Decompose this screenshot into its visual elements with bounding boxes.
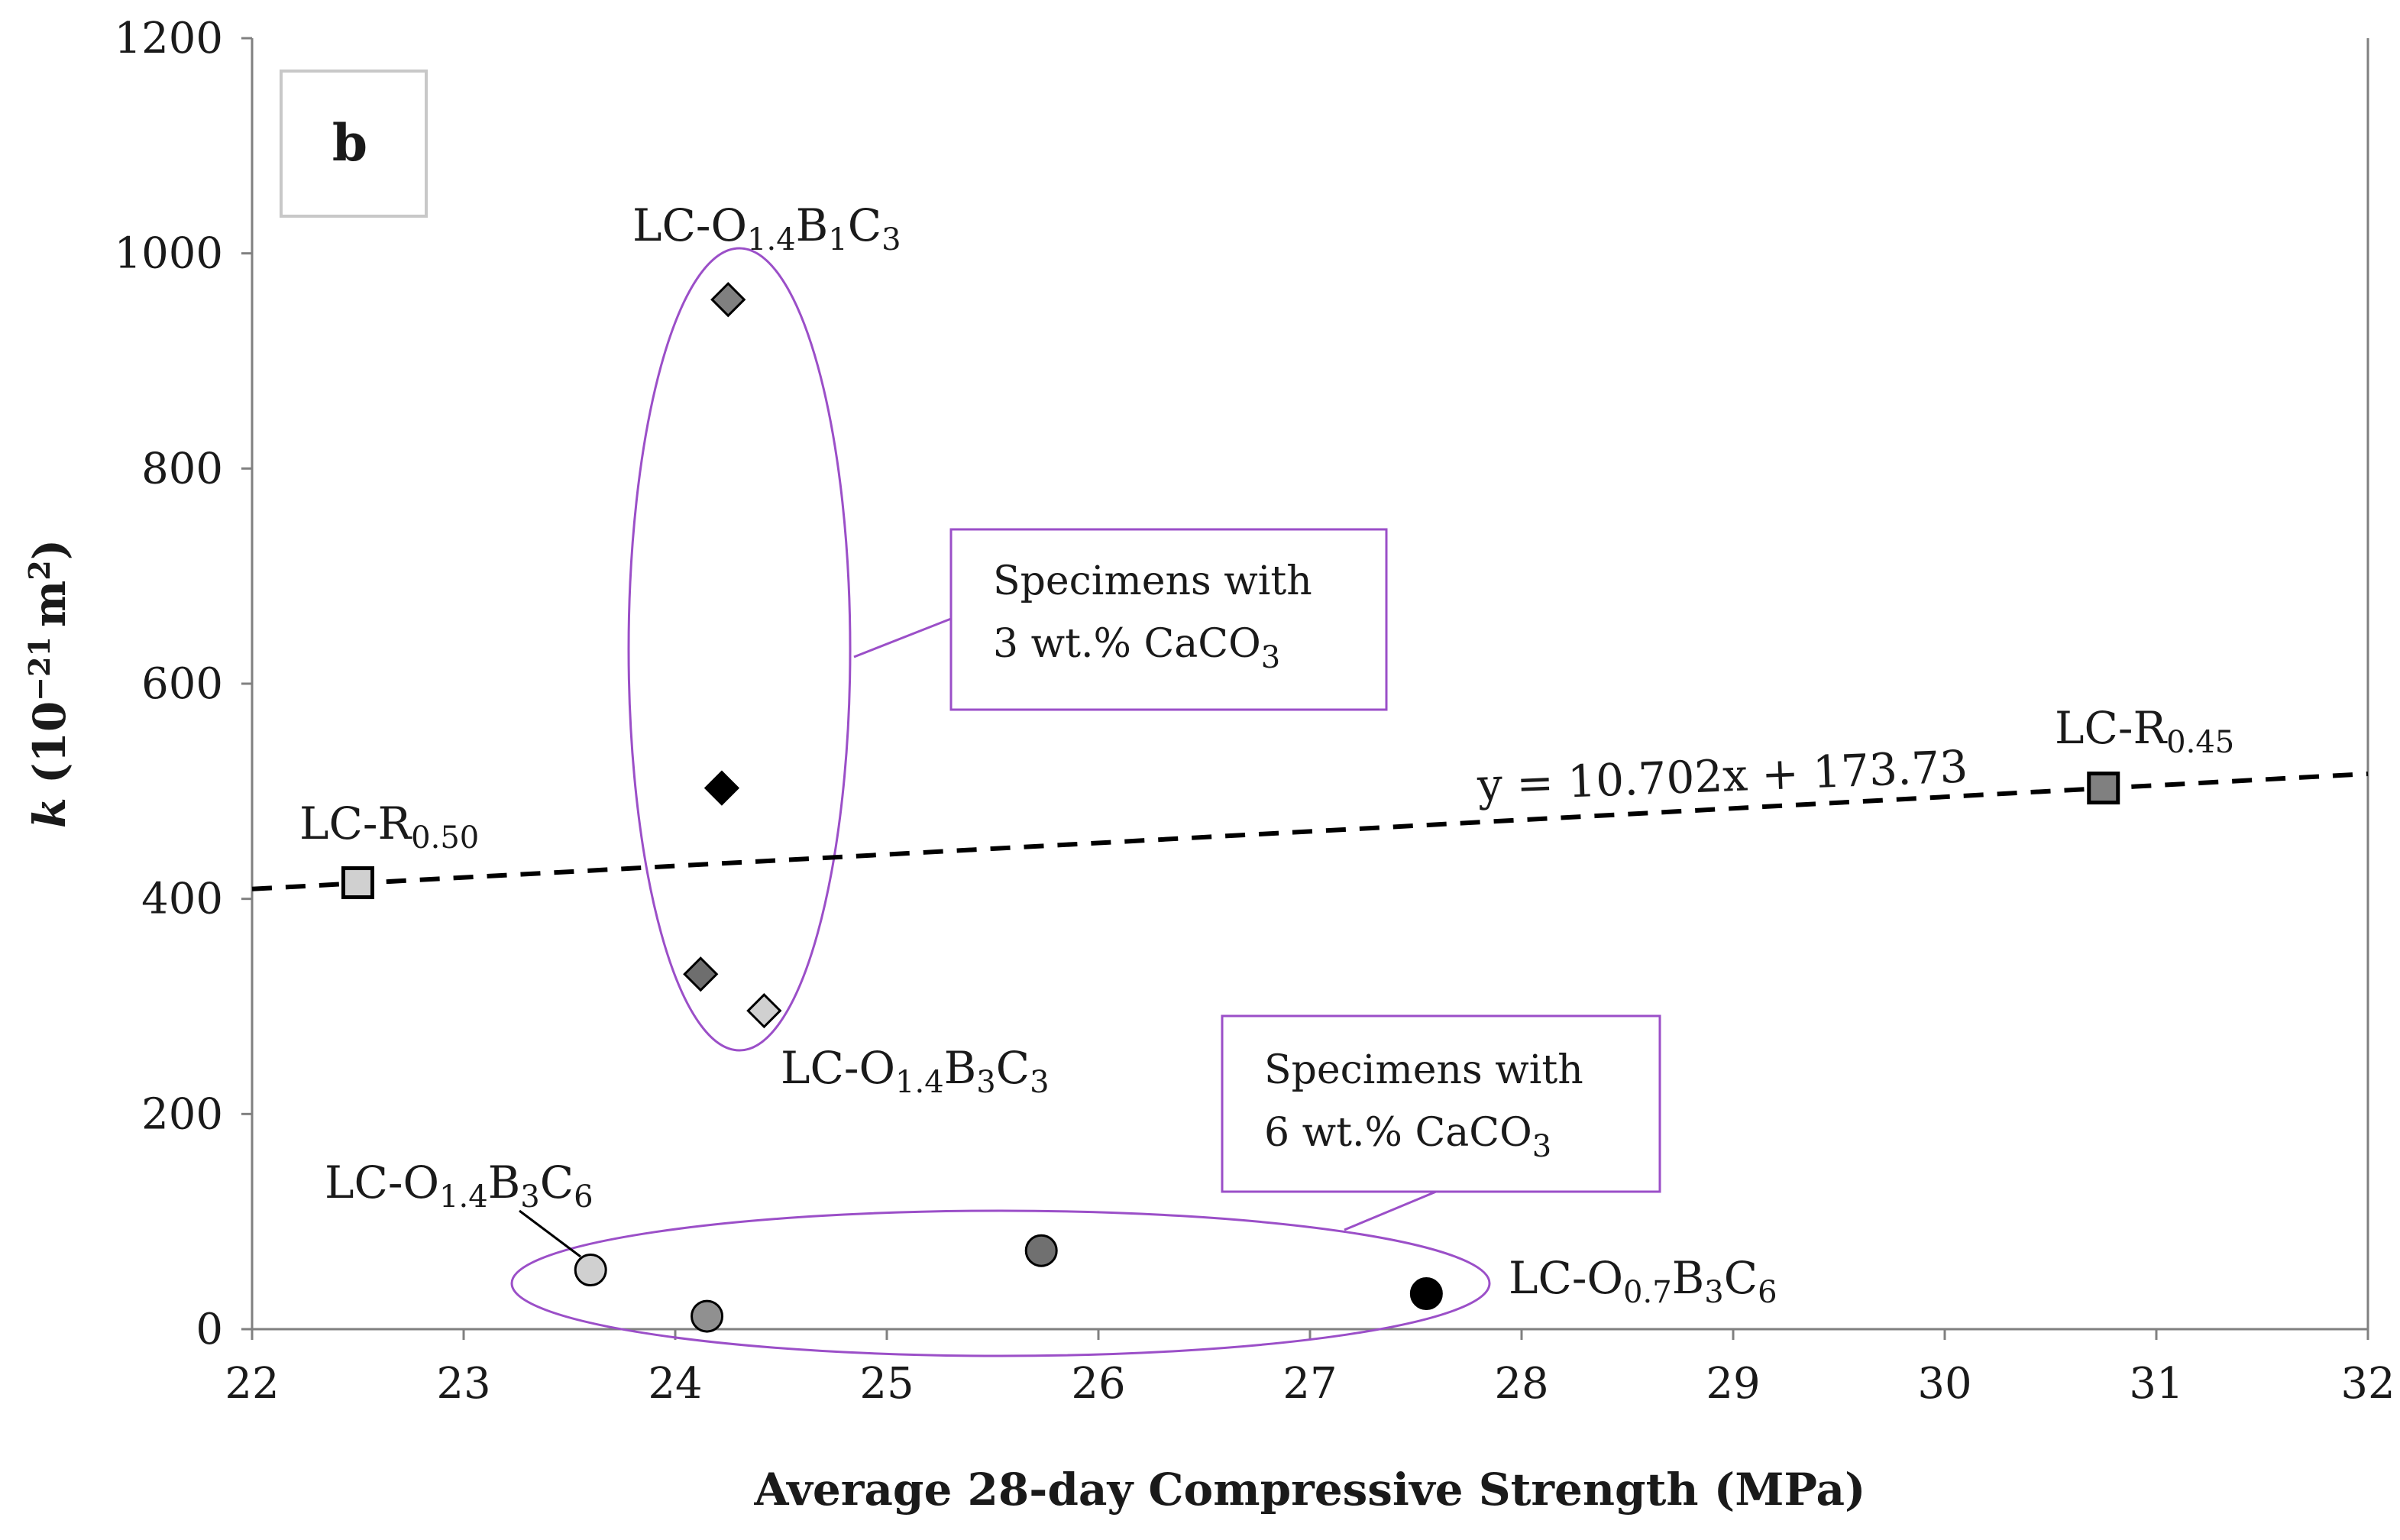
x-tick-label: 29: [1706, 1359, 1760, 1409]
y-axis-title-close: ): [24, 539, 76, 560]
data-point-diamond: [746, 993, 782, 1029]
group3-callout-line1: Specimens with: [993, 558, 1312, 604]
y-axis-title-unit: m: [24, 581, 76, 627]
group3-callout-box: [949, 528, 1388, 711]
label-lc-o14b3c3-s2: 3: [976, 1065, 995, 1100]
y-tick-label: 0: [196, 1305, 223, 1354]
data-point-circle: [1409, 1277, 1443, 1311]
label-lc-o14b3c3-p2: B: [944, 1042, 977, 1094]
group-6wt-ellipse: [510, 1209, 1491, 1357]
label-lc-o14b3c6-s2: 3: [520, 1179, 539, 1215]
y-axis-title-exponent: −21: [22, 636, 57, 701]
label-lc-o14b3c6-p3: C: [540, 1157, 574, 1208]
group6-callout-text: 6 wt.% CaCO: [1264, 1110, 1532, 1156]
data-point-square: [2087, 772, 2120, 805]
group6-callout-connector: [1344, 1190, 1437, 1231]
panel-label: b: [332, 113, 367, 173]
data-points: [341, 282, 2120, 1333]
y-axis-title-symbol: k: [24, 798, 76, 828]
y-tick-label: 1200: [114, 14, 223, 63]
x-tick-label: 28: [1494, 1359, 1548, 1409]
data-point-circle: [691, 1299, 724, 1333]
data-point-diamond: [683, 956, 719, 992]
data-point-circle: [1024, 1234, 1058, 1267]
label-lc-r045-sub: 0.45: [2166, 725, 2234, 760]
data-point-square: [341, 866, 374, 900]
label-lc-o14b3c3-s3: 3: [1030, 1065, 1049, 1100]
lc-o14b3c6-leader: [519, 1209, 581, 1258]
trendline-equation: y = 10.702x + 173.73: [1476, 740, 1968, 811]
group-3wt-ellipse: [627, 247, 852, 1052]
group3-callout-connector: [853, 617, 952, 658]
label-lc-o14b3c6: LC-O1.4B3C6: [325, 1157, 594, 1215]
group6-callout-box: [1221, 1014, 1661, 1193]
x-tick-label: 24: [648, 1359, 702, 1409]
label-lc-r045: LC-R0.45: [2055, 702, 2234, 760]
y-tick-label: 200: [141, 1089, 223, 1139]
y-tick-label: 800: [141, 444, 223, 493]
label-lc-o14b1c3-p1: LC-O: [632, 199, 747, 251]
label-lc-r050-base: LC-R: [299, 798, 412, 849]
group3-callout-sub: 3: [1261, 640, 1280, 675]
label-lc-o14b1c3-s2: 1: [828, 222, 847, 257]
label-lc-o14b3c3-p1: LC-O: [781, 1042, 895, 1094]
label-lc-o07b3c6: LC-O0.7B3C6: [1509, 1252, 1777, 1310]
group6-callout-sub: 3: [1532, 1129, 1551, 1164]
label-lc-o14b3c6-p2: B: [488, 1157, 521, 1208]
label-lc-o07b3c6-p2: B: [1672, 1252, 1705, 1304]
group6-callout-line1: Specimens with: [1264, 1047, 1583, 1093]
label-lc-o14b1c3-p3: C: [848, 199, 881, 251]
x-tick-label: 32: [2340, 1359, 2395, 1409]
y-ticks: 0 200 400 600 800 1000 1200: [114, 14, 252, 1354]
x-tick-label: 23: [436, 1359, 490, 1409]
label-lc-o14b1c3: LC-O1.4B1C3: [632, 199, 901, 257]
x-tick-label: 31: [2129, 1359, 2183, 1409]
group6-callout-line2: 6 wt.% CaCO3: [1264, 1110, 1551, 1164]
y-axis-title-unit-exponent: 2: [22, 560, 57, 580]
y-tick-label: 1000: [114, 229, 223, 279]
y-tick-label: 600: [141, 659, 223, 709]
label-lc-r050-sub: 0.50: [411, 820, 479, 856]
data-point-diamond: [710, 282, 746, 318]
x-tick-label: 25: [859, 1359, 914, 1409]
y-tick-label: 400: [141, 875, 223, 924]
x-tick-label: 26: [1071, 1359, 1125, 1409]
label-lc-o14b3c3-s1: 1.4: [895, 1065, 944, 1100]
label-lc-r050: LC-R0.50: [299, 798, 479, 856]
x-tick-label: 27: [1282, 1359, 1337, 1409]
x-tick-label: 22: [225, 1359, 279, 1409]
trendline: [251, 772, 2369, 891]
data-point-circle: [574, 1254, 607, 1287]
label-lc-o14b1c3-s3: 3: [881, 222, 901, 257]
label-lc-r045-base: LC-R: [2055, 702, 2168, 754]
label-lc-o07b3c6-s3: 6: [1758, 1275, 1777, 1310]
y-axis-title: k (10−21 m2): [22, 539, 76, 828]
data-point-diamond: [704, 770, 740, 806]
label-lc-o07b3c6-p1: LC-O: [1509, 1252, 1623, 1304]
label-lc-o14b1c3-p2: B: [796, 199, 829, 251]
label-lc-o14b3c6-s1: 1.4: [439, 1179, 488, 1215]
label-lc-o14b3c3-p3: C: [996, 1042, 1030, 1094]
group3-callout-line2: 3 wt.% CaCO3: [993, 621, 1280, 675]
x-ticks: 22 23 24 25 26 27 28 29 30 31 32: [225, 1329, 2395, 1409]
label-lc-o14b3c6-s3: 6: [574, 1179, 593, 1215]
label-lc-o07b3c6-s2: 3: [1704, 1275, 1723, 1310]
label-lc-o14b3c3: LC-O1.4B3C3: [781, 1042, 1050, 1100]
label-lc-o07b3c6-s1: 0.7: [1623, 1275, 1672, 1310]
y-axis-title-unit-open: (10: [24, 701, 76, 784]
x-tick-label: 30: [1917, 1359, 1971, 1409]
panel-label-box: [280, 70, 428, 218]
label-lc-o14b3c6-p1: LC-O: [325, 1157, 439, 1208]
label-lc-o14b1c3-s1: 1.4: [747, 222, 796, 257]
label-lc-o07b3c6-p3: C: [1724, 1252, 1758, 1304]
x-axis-title: Average 28-day Compressive Strength (MPa…: [754, 1464, 1866, 1516]
group3-callout-text: 3 wt.% CaCO: [993, 621, 1261, 667]
